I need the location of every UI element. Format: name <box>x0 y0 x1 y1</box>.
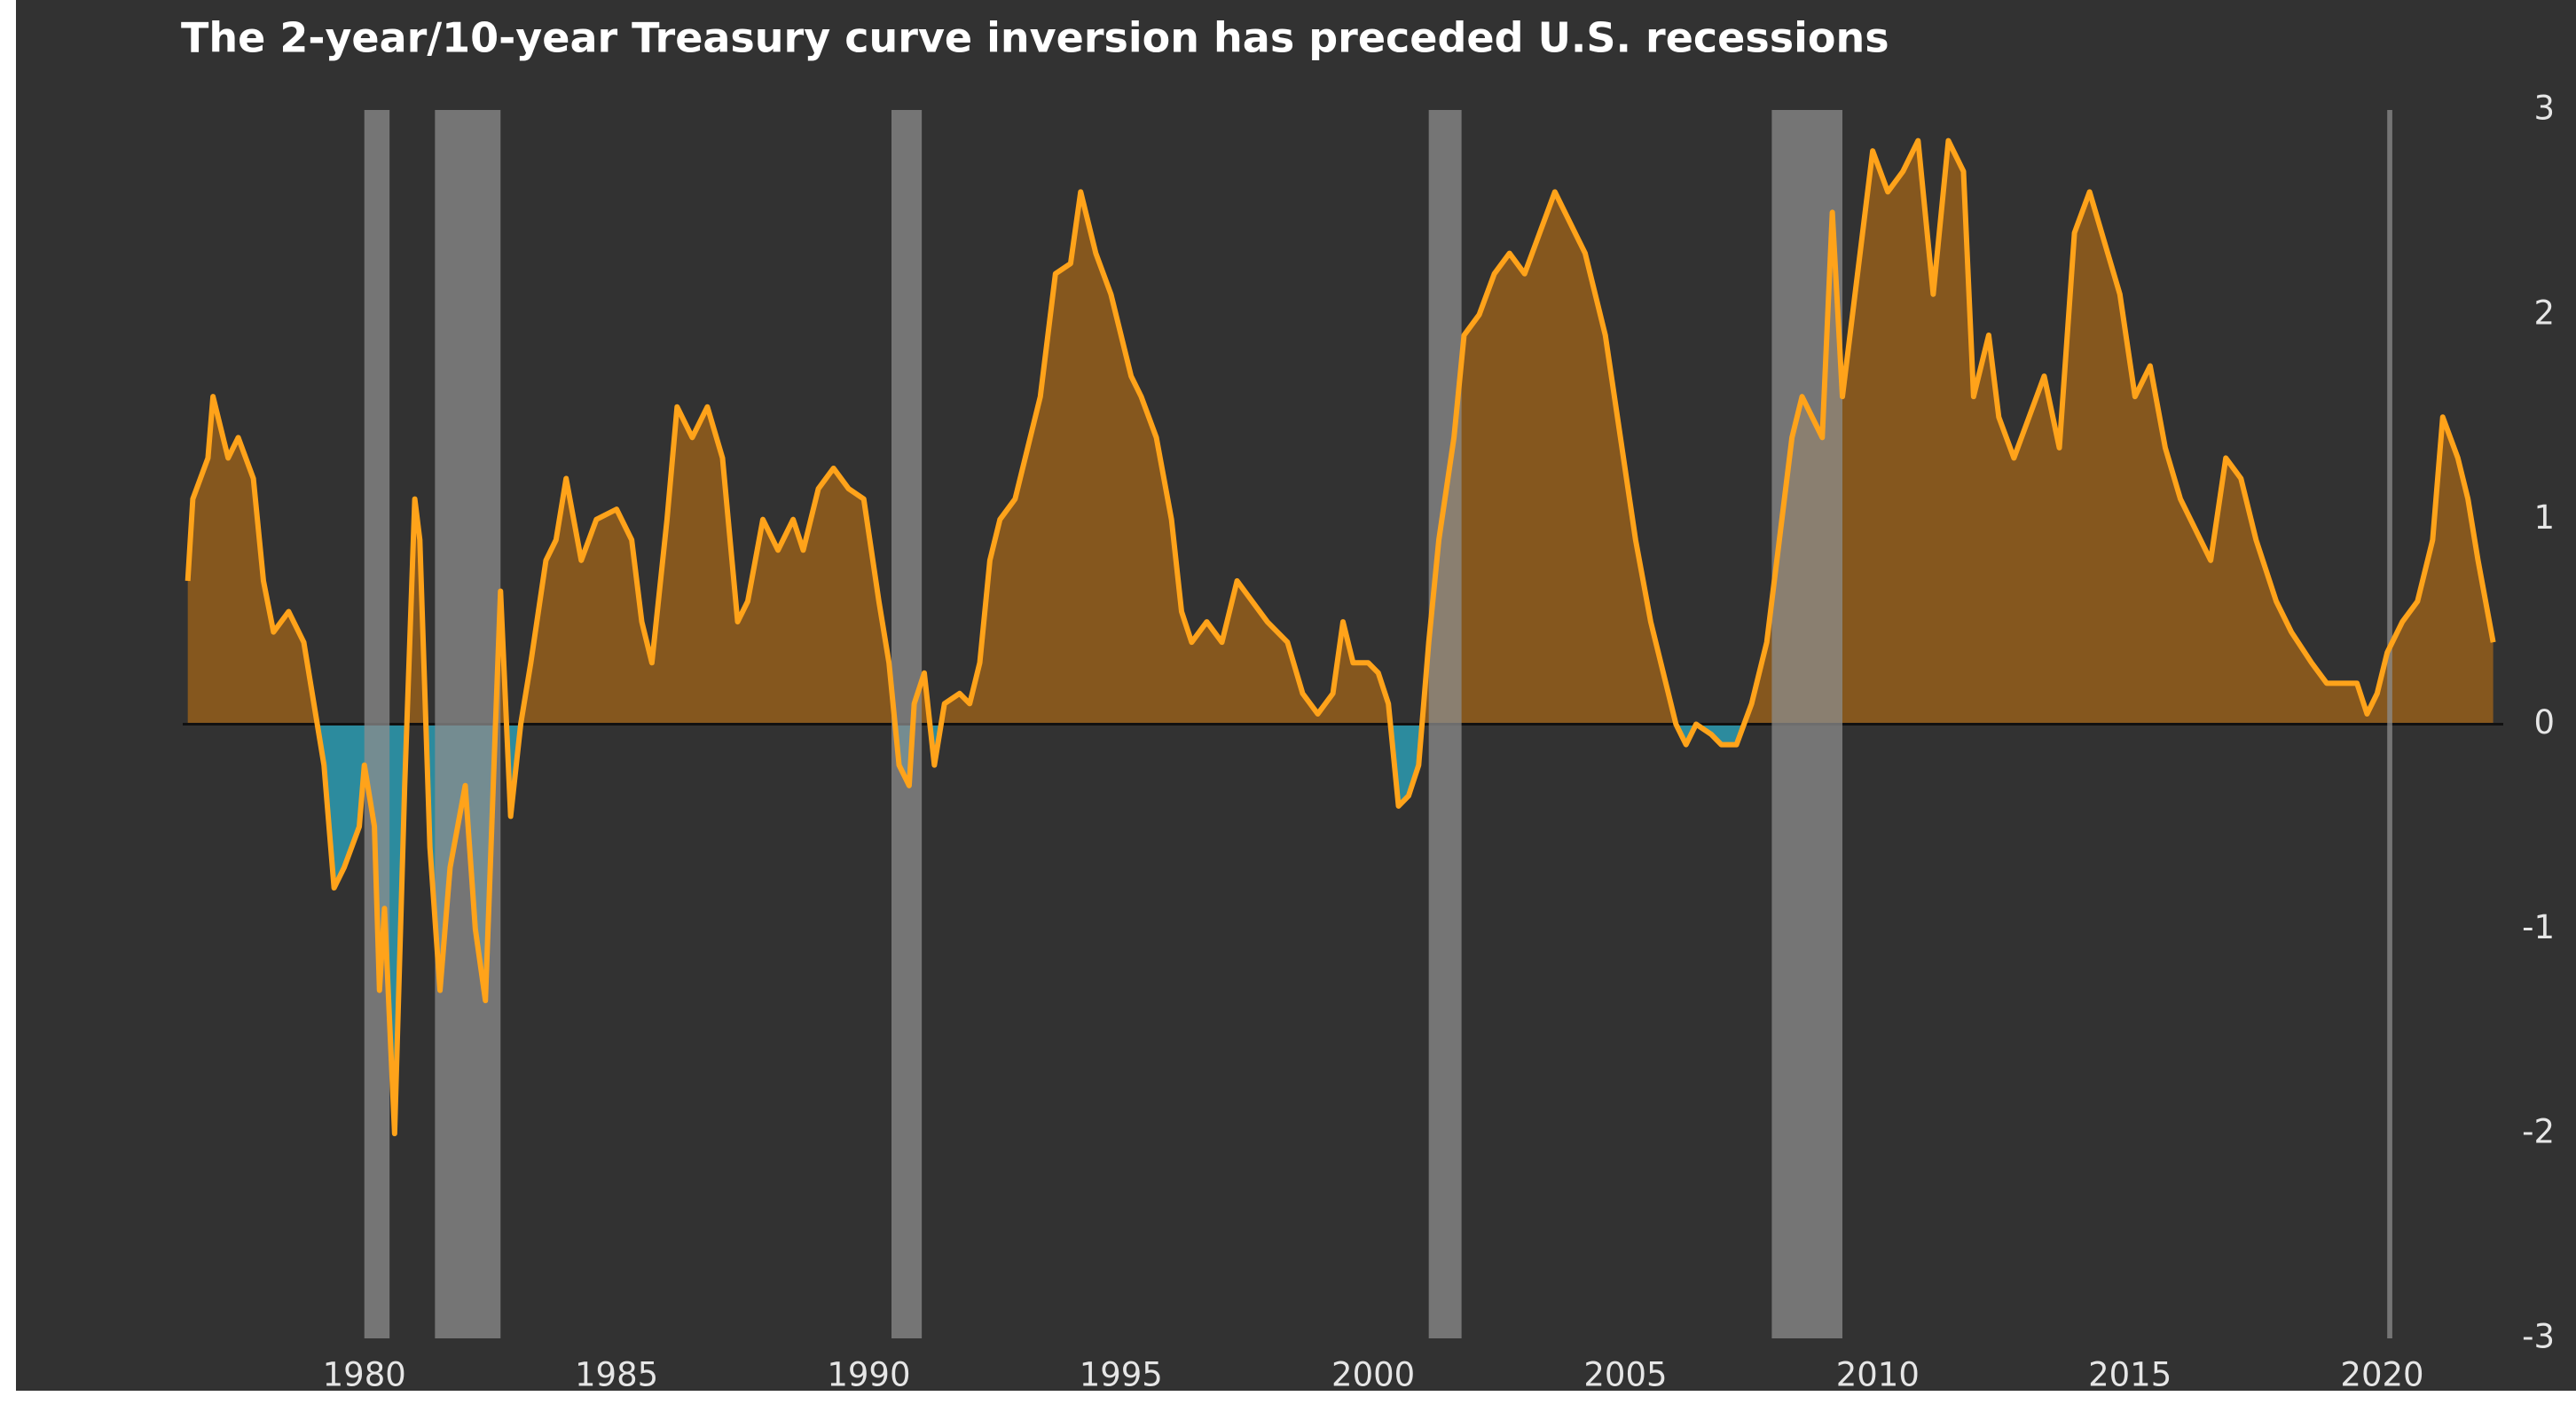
x-tick-label: 1995 <box>1080 1356 1163 1394</box>
y-tick-label: -2 <box>2522 1113 2555 1151</box>
line <box>185 137 2496 1137</box>
x-tick-label: 2015 <box>2088 1356 2172 1394</box>
recession-band <box>1771 110 1843 1338</box>
y-tick-label: 1 <box>2533 498 2555 537</box>
y-tick-label: 2 <box>2533 294 2555 332</box>
x-tick-label: 1980 <box>323 1356 406 1394</box>
x-tick-label: 2020 <box>2340 1356 2423 1394</box>
chart-title: The 2-year/10-year Treasury curve invers… <box>181 14 1889 62</box>
y-tick-label: -1 <box>2522 908 2555 946</box>
x-tick-label: 2010 <box>1836 1356 1920 1394</box>
x-tick-label: 1990 <box>827 1356 910 1394</box>
positive-area <box>187 140 2494 725</box>
y-tick-label: -3 <box>2522 1318 2555 1356</box>
recession-band <box>2387 110 2392 1338</box>
recession-band <box>1428 110 1462 1338</box>
x-tick-label: 2000 <box>1331 1356 1415 1394</box>
recession-band <box>364 110 390 1338</box>
x-tick-label: 2005 <box>1583 1356 1667 1394</box>
recession-band <box>435 110 501 1338</box>
y-tick-label: 0 <box>2533 703 2555 741</box>
y-tick-label: 3 <box>2533 90 2555 128</box>
x-tick-label: 1985 <box>575 1356 658 1394</box>
